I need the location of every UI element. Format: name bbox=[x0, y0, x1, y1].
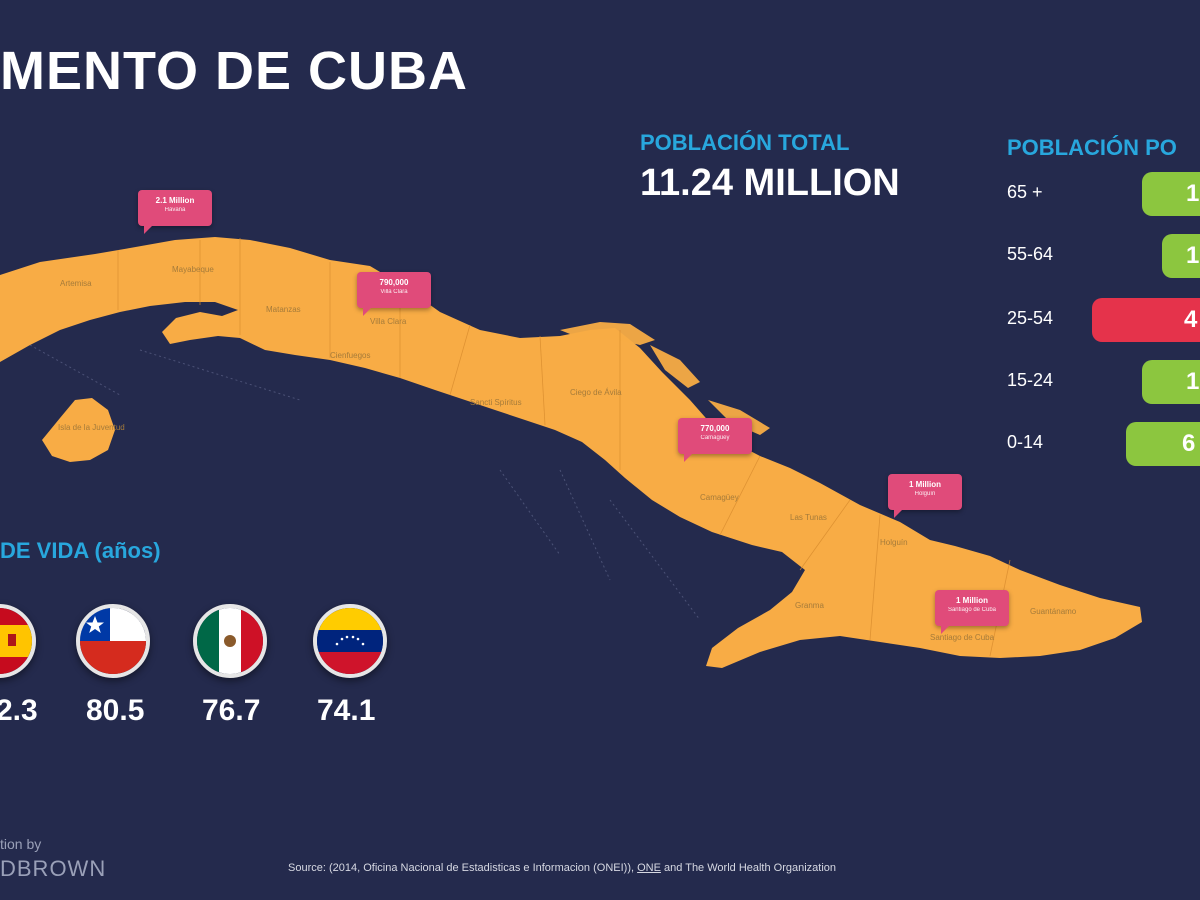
map-callout: 770,000 Camagüey bbox=[678, 418, 752, 462]
map-borders bbox=[29, 344, 701, 621]
mexico-flag-icon bbox=[193, 604, 267, 678]
region-label: Granma bbox=[795, 601, 824, 610]
venezuela-flag-icon bbox=[313, 604, 387, 678]
age-group-label: 0-14 bbox=[1007, 432, 1044, 452]
life-expectancy-value: 2.3 bbox=[0, 694, 38, 727]
map-callout: 1 Million Santiago de Cuba bbox=[935, 590, 1009, 634]
callout-population: 1 Million bbox=[909, 480, 941, 489]
region-label: Mayabeque bbox=[172, 265, 214, 274]
callout-population: 770,000 bbox=[700, 424, 730, 433]
region-label: Matanzas bbox=[266, 305, 301, 314]
map-callout: 790,000 Villa Clara bbox=[357, 272, 431, 316]
age-group-value: 1 bbox=[1186, 368, 1200, 395]
age-group-label: 55-64 bbox=[1007, 244, 1054, 264]
age-group-label: 65 + bbox=[1007, 182, 1043, 202]
callout-population: 2.1 Million bbox=[155, 196, 195, 205]
region-label: Villa Clara bbox=[370, 317, 407, 326]
age-group-label: 15-24 bbox=[1007, 370, 1054, 390]
region-label: Ciego de Ávila bbox=[570, 388, 622, 397]
callout-city: Havana bbox=[164, 207, 186, 213]
region-label: Las Tunas bbox=[790, 513, 827, 522]
source-note: Source: (2014, Oficina Nacional de Estad… bbox=[288, 862, 836, 874]
age-group-row: 65 + 1 bbox=[0, 172, 1200, 216]
cuba-north-keys bbox=[560, 322, 770, 435]
credit-line: tion by bbox=[0, 836, 42, 852]
region-label: Cienfuegos bbox=[330, 351, 370, 360]
callout-city: Holguín bbox=[914, 491, 936, 497]
region-label: Sancti Spíritus bbox=[470, 398, 522, 407]
page-title: MENTO DE CUBA bbox=[0, 41, 469, 101]
total-population-label: POBLACIÓN TOTAL bbox=[640, 130, 850, 155]
region-label: Isla de la Juventud bbox=[58, 423, 125, 432]
age-groups-title: POBLACIÓN PO bbox=[1007, 135, 1177, 160]
region-label: Camagüey bbox=[700, 493, 739, 502]
age-group-bar: 6 bbox=[1126, 422, 1200, 466]
age-group-bar: 1 bbox=[1162, 234, 1200, 278]
callout-population: 1 Million bbox=[956, 596, 988, 605]
life-expectancy-value: 76.7 bbox=[202, 694, 261, 727]
callout-population: 790,000 bbox=[379, 278, 409, 287]
isla-de-la-juventud bbox=[42, 398, 115, 462]
age-group-row: 55-64 1 bbox=[0, 234, 1200, 278]
region-label: Holguín bbox=[880, 538, 908, 547]
age-group-value: 1 bbox=[1186, 180, 1200, 207]
map-callout: 2.1 Million Havana bbox=[138, 190, 212, 234]
age-group-value: 1 bbox=[1186, 242, 1200, 269]
age-group-row: 15-24 1 bbox=[0, 360, 1200, 404]
total-population-value: 11.24 MILLION bbox=[640, 162, 900, 204]
map-callout: 1 Million Holguín bbox=[888, 474, 962, 518]
age-group-value: 4 bbox=[1184, 306, 1198, 333]
credit-brand: DBROWN bbox=[0, 856, 107, 881]
life-expectancy-title: DE VIDA (años) bbox=[0, 538, 161, 563]
callout-city: Villa Clara bbox=[380, 289, 408, 295]
life-expectancy-value: 74.1 bbox=[317, 694, 376, 727]
age-group-label: 25-54 bbox=[1007, 308, 1054, 328]
source-link[interactable]: ONE bbox=[637, 862, 661, 874]
cuba-main-island bbox=[0, 237, 1142, 668]
age-group-value: 6 bbox=[1182, 430, 1196, 457]
region-labels: Artemisa Mayabeque Matanzas Cienfuegos V… bbox=[58, 265, 1077, 642]
age-group-bar: 1 bbox=[1142, 360, 1200, 404]
region-label: Guantánamo bbox=[1030, 607, 1077, 616]
age-group-row: 0-14 6 bbox=[0, 422, 1200, 466]
life-expectancy-value: 80.5 bbox=[86, 694, 145, 727]
age-group-bar: 1 bbox=[1142, 172, 1200, 216]
callout-city: Camagüey bbox=[700, 435, 730, 441]
chile-flag-icon bbox=[76, 604, 150, 678]
source-suffix: and The World Health Organization bbox=[660, 862, 837, 874]
region-label: Santiago de Cuba bbox=[930, 633, 995, 642]
callout-city: Santiago de Cuba bbox=[947, 607, 997, 613]
region-label: Artemisa bbox=[60, 279, 92, 288]
age-group-row: 25-54 4 bbox=[0, 298, 1200, 342]
age-group-bar: 4 bbox=[1092, 298, 1200, 342]
source-prefix: Source: (2014, Oficina Nacional de Estad… bbox=[288, 862, 638, 874]
